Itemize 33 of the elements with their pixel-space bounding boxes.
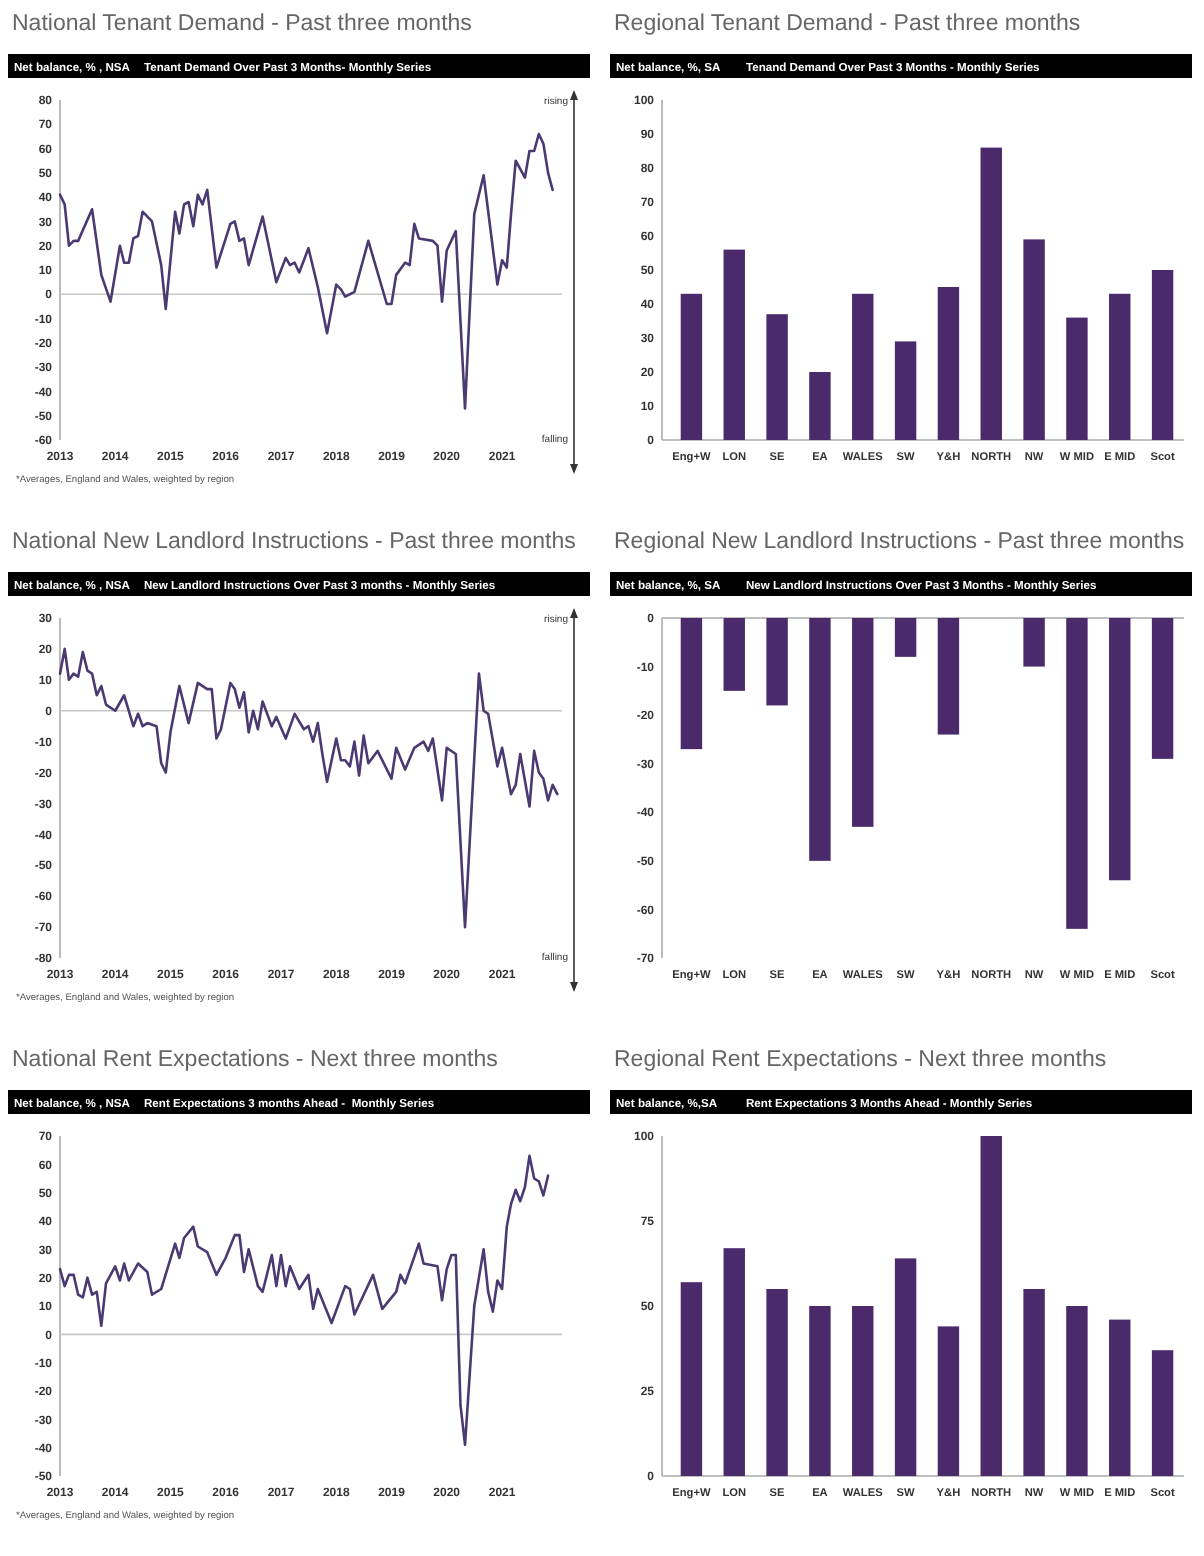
bar [894,341,917,440]
bar [809,1306,831,1476]
bar [680,293,703,440]
bar [937,287,960,440]
bar [723,1248,745,1476]
bar [852,293,874,440]
chart-title: Regional New Landlord Instructions - Past three months [614,530,1185,554]
bar [980,1136,1002,1476]
bar [680,1282,703,1476]
bar [766,1289,788,1476]
bar [1109,1319,1131,1476]
bar [980,147,1002,440]
chart-title: National New Landlord Instructions - Past three months [12,530,577,554]
bar [723,249,745,440]
bar [1023,239,1045,440]
bar [1066,1306,1088,1476]
bar [809,372,831,440]
bar [766,314,788,440]
bar [1023,1289,1045,1476]
bar [894,1258,917,1476]
line-series [58,647,559,929]
chart-title: Regional Rent Expectations - Next three months [614,1048,1107,1072]
bar [1151,270,1174,440]
chart-title: Regional Tenant Demand - Past three months [614,12,1081,36]
line-series [58,1154,550,1447]
bar [937,1326,960,1476]
bar [1109,293,1131,440]
chart-title: National Rent Expectations - Next three months [12,1048,499,1072]
line-series [58,132,554,410]
chart-title: National Tenant Demand - Past three months [12,12,473,36]
bar [1066,317,1088,440]
bar [1151,1350,1174,1476]
bar [852,1306,874,1476]
